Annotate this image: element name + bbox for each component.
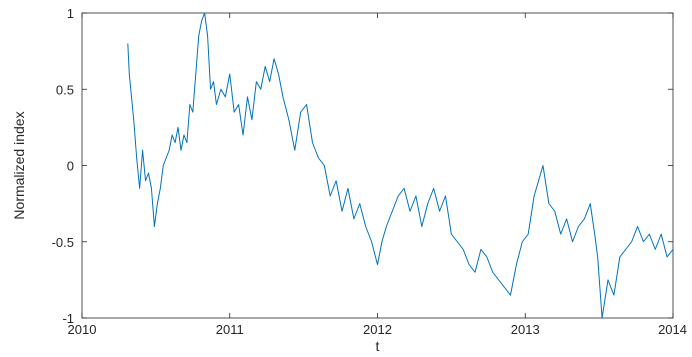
x-tick-label: 2012 (363, 322, 392, 337)
x-tick-label: 2014 (658, 322, 687, 337)
y-tick-label: 0.5 (56, 82, 74, 97)
y-axis-label: Normalized index (11, 111, 27, 219)
y-tick-label: -1 (62, 311, 74, 326)
series-layer (127, 12, 674, 319)
x-axis-label: t (376, 338, 380, 354)
axes-box (81, 12, 674, 319)
tick-layer: 2010 2011 2012 2013 2014 -1 -0.5 0 0.5 1 (52, 6, 687, 337)
x-tick-label: 2013 (511, 322, 540, 337)
plot-area: 2010 2011 2012 2013 2014 -1 -0.5 0 0.5 1 (52, 6, 687, 337)
y-tick-label: 1 (67, 6, 74, 21)
series-line-1 (127, 12, 674, 319)
x-tick-label: 2011 (216, 322, 244, 337)
y-tick-label: 0 (67, 159, 74, 174)
x-tick-label: 2010 (68, 322, 97, 337)
y-tick-label: -0.5 (52, 235, 74, 250)
